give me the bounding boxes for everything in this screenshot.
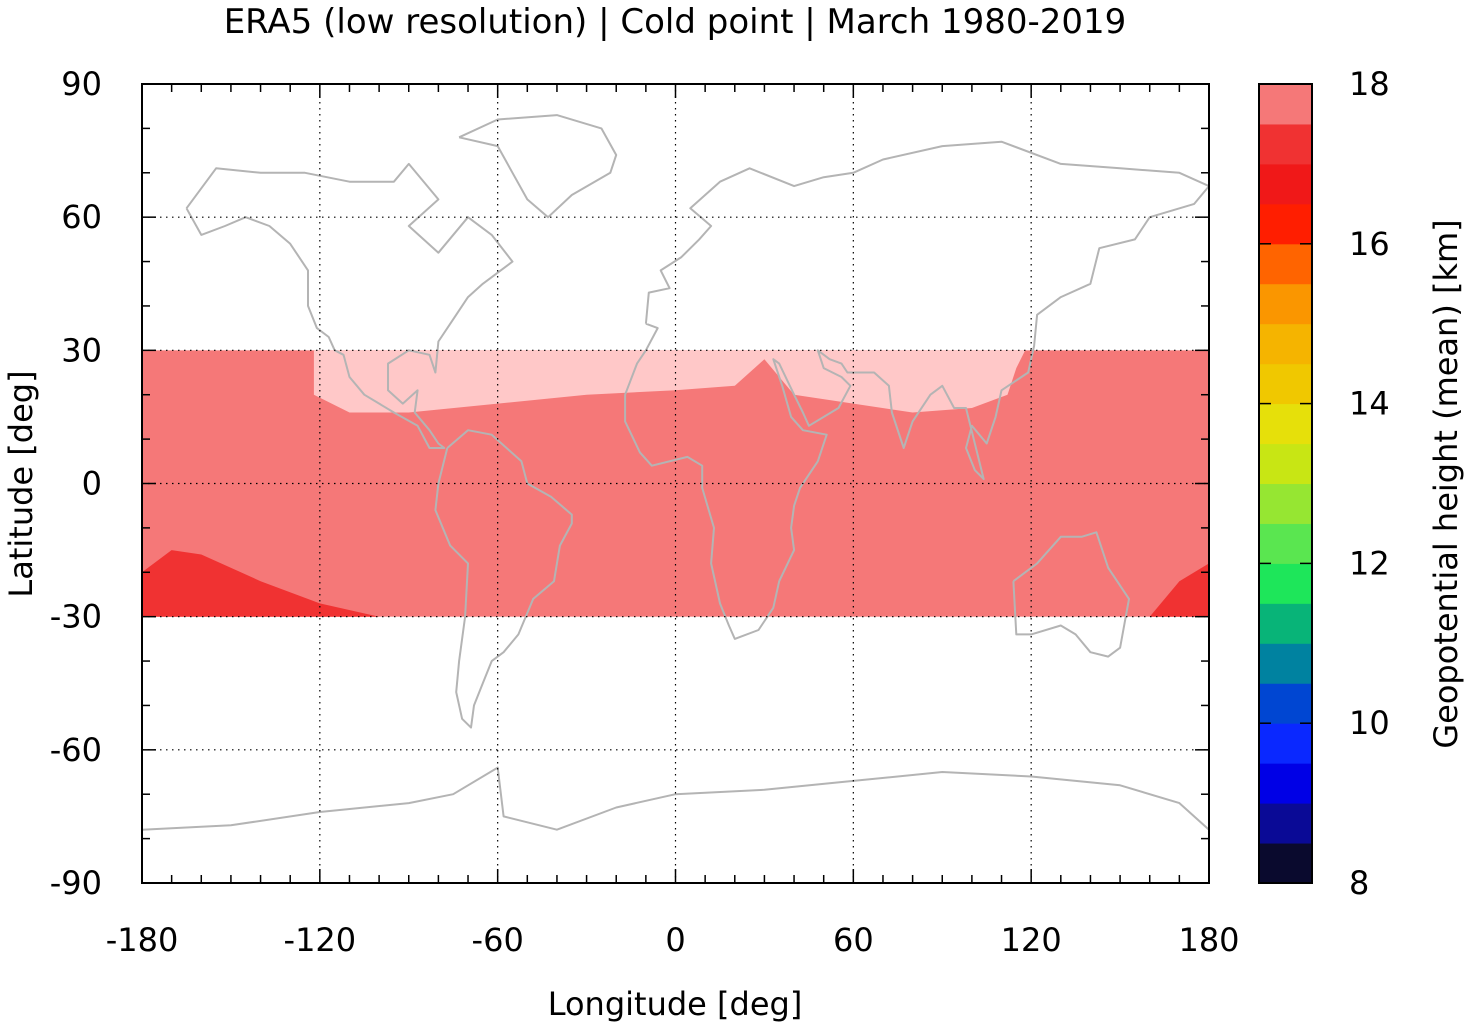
x-tick-label: -60 [472,921,524,959]
y-tick-label: -60 [50,731,102,769]
colorbar-swatch [1259,683,1312,724]
x-axis-label: Longitude [deg] [548,985,803,1023]
colorbar-swatch [1259,243,1312,285]
coastline-greenland [458,114,618,219]
colorbar-swatch [1259,723,1312,764]
colorbar-tick-label: 18 [1349,65,1390,103]
y-tick-label: -30 [50,598,102,636]
y-tick-label: 0 [82,465,102,503]
x-tick-label: 120 [1001,921,1062,959]
colorbar-swatch [1259,563,1312,604]
coastline-south-america [434,429,573,729]
x-tick-label: 0 [665,921,685,959]
colorbar-tick-label: 16 [1349,225,1390,263]
x-tick-label: 180 [1178,921,1239,959]
chart-title: ERA5 (low resolution) | Cold point | Mar… [223,2,1127,42]
x-tick-label: -120 [284,921,357,959]
colorbar-swatch [1259,523,1312,564]
coastline-eurasia-africa [624,140,1209,640]
colorbar-swatch [1259,643,1312,684]
colorbar-swatch [1259,843,1312,884]
colorbar-frame [1258,83,1313,884]
colorbar: 8 10 12 14 16 18 [1258,65,1390,902]
coastline-north-america [185,162,514,449]
colorbar-tick-label: 8 [1349,864,1369,902]
y-tick-label: 60 [61,198,102,236]
x-tick-label: 60 [833,921,874,959]
colorbar-tick-label: 10 [1349,704,1390,742]
coastline-layer [142,114,1209,831]
colorbar-swatch [1259,403,1312,445]
colorbar-label: Geopotential height (mean) [km] [1427,219,1465,748]
colorbar-swatch [1259,323,1312,365]
colorbar-swatch [1259,803,1312,844]
coastline-antarctica [142,766,1209,831]
colorbar-swatch [1259,483,1312,524]
region-northern-subtropics [313,350,1026,413]
x-tick-label: -180 [106,921,179,959]
colorbar-swatch [1259,283,1312,325]
region-south-east-Pacific [1149,563,1209,617]
colorbar-swatch [1259,84,1312,125]
y-axis-label: Latitude [deg] [2,370,40,597]
region-south-west-Pacific [142,550,380,617]
colorbar-swatch [1259,763,1312,804]
colorbar-swatch [1259,203,1312,245]
colorbar-swatch [1259,363,1312,405]
colorbar-tick-label: 14 [1349,385,1390,423]
axes-layer: -180 -120 -60 0 60 120 180 90 60 30 0 -30 -60 -90 [50,65,1240,959]
colorbar-swatch [1259,123,1312,165]
y-tick-label: 30 [61,331,102,369]
colorbar-swatch [1259,443,1312,484]
y-tick-label: 90 [61,65,102,103]
colorbar-swatch [1259,603,1312,644]
colorbar-swatch [1259,163,1312,205]
coastline-australia [1012,531,1130,658]
colorbar-tick-label: 12 [1349,544,1390,582]
y-tick-label: -90 [50,864,102,902]
grid-layer [142,84,1209,883]
